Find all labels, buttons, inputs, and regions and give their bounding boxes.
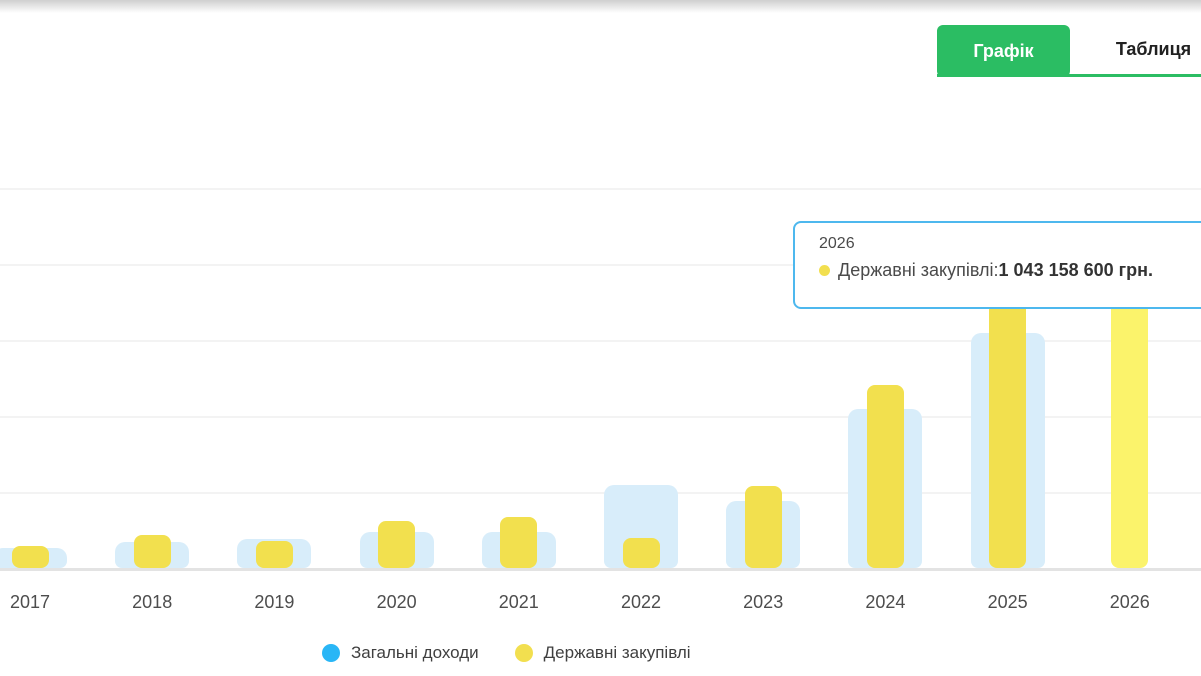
bar-public-procurement-2018[interactable] [133,535,171,568]
tab-chart[interactable]: Графік [937,25,1070,77]
x-axis-label-2017: 2017 [9,592,51,612]
bar-public-procurement-2021[interactable] [500,517,538,568]
gridline [0,188,1201,190]
revenue-series-dot-icon [322,644,340,662]
chart-legend: Загальні доходи Державні закупівлі [322,643,691,663]
x-axis-label-2023: 2023 [743,592,784,612]
bar-public-procurement-2020[interactable] [378,521,416,568]
x-axis-label-2024: 2024 [865,592,906,612]
x-axis-line [0,568,1201,571]
bar-public-procurement-2026[interactable] [1111,285,1149,568]
series-dot-icon [819,265,830,276]
gridline [0,492,1201,494]
tab-table[interactable]: Таблиця [1070,25,1201,74]
bar-public-procurement-2025[interactable] [989,286,1027,568]
legend-label: Державні закупівлі [543,643,691,662]
tooltip-year: 2026 [819,235,855,252]
gridline [0,340,1201,342]
top-page-shadow [0,0,1201,13]
x-axis-label-2018: 2018 [132,592,173,612]
legend-item-procurement[interactable]: Державні закупівлі [514,643,691,663]
x-axis-label-2020: 2020 [376,592,417,612]
bar-public-procurement-2022[interactable] [622,538,660,568]
chart-tooltip: 2026 Державні закупівлі: 1 043 158 600 г… [793,221,1201,309]
legend-item-revenue[interactable]: Загальні доходи [322,643,479,663]
tooltip-row: Державні закупівлі: 1 043 158 600 грн. [819,260,1201,281]
tooltip-value: 1 043 158 600 грн. [998,260,1154,280]
bar-public-procurement-2023[interactable] [744,486,782,568]
bar-public-procurement-2019[interactable] [255,541,293,568]
view-switcher-tabs: Графік Таблиця [937,25,1201,77]
x-axis-label-2026: 2026 [1109,592,1150,612]
bar-public-procurement-2024[interactable] [866,385,904,568]
legend-label: Загальні доходи [351,643,479,662]
procurement-series-dot-icon [514,644,533,662]
x-axis-label-2021: 2021 [498,592,539,612]
gridline [0,416,1201,418]
tooltip-series-label: Державні закупівлі: [838,260,999,280]
bar-public-procurement-2017[interactable] [11,546,49,568]
x-axis-label-2025: 2025 [987,592,1028,612]
x-axis-label-2019: 2019 [254,592,295,612]
gridline [0,264,1201,266]
x-axis-label-2022: 2022 [620,592,662,612]
